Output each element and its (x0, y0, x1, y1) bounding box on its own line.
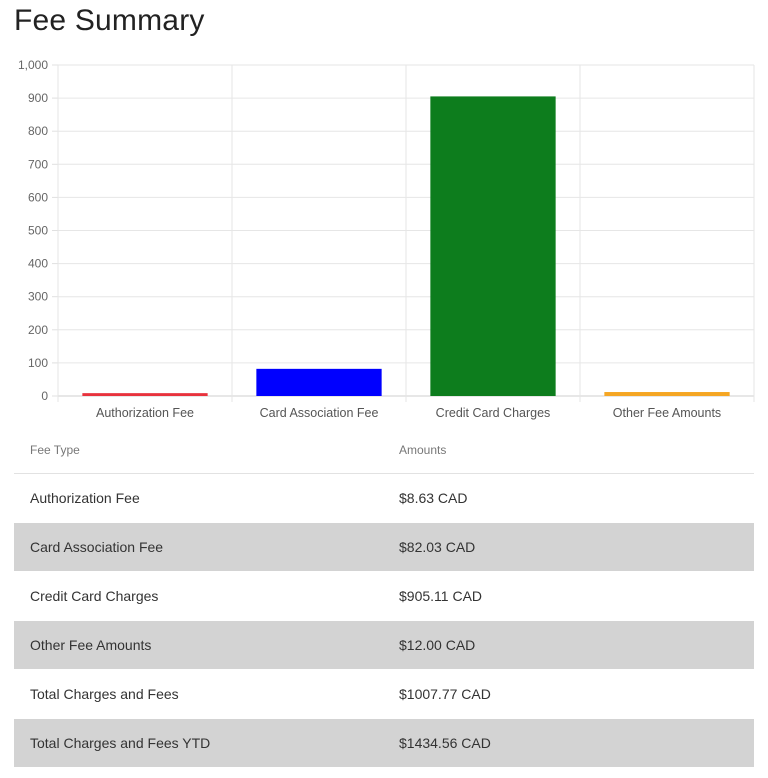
amount-cell: $82.03 CAD (399, 522, 754, 572)
fee-type-cell: Other Fee Amounts (14, 620, 399, 670)
fee-type-cell: Credit Card Charges (14, 571, 399, 621)
y-tick-label: 600 (28, 190, 48, 204)
table-row: Total Charges and Fees YTD $1434.56 CAD (14, 718, 754, 768)
bar-credit-card-charges (430, 96, 556, 397)
amount-cell: $1007.77 CAD (399, 669, 754, 719)
y-tick-label: 800 (28, 124, 48, 138)
fee-table: Fee Type Amounts Authorization Fee $8.63… (14, 426, 754, 768)
amount-cell: $1434.56 CAD (399, 718, 754, 768)
column-header-amounts: Amounts (399, 426, 754, 474)
bar-authorization-fee (82, 393, 208, 396)
y-tick-label: 200 (28, 323, 48, 337)
y-tick-label: 1,000 (18, 58, 48, 72)
column-header-fee-type: Fee Type (14, 426, 399, 474)
fee-bar-chart: 0 100 200 300 400 500 600 700 800 900 1,000 Authori… (18, 58, 755, 420)
table-row: Other Fee Amounts $12.00 CAD (14, 620, 754, 670)
fee-type-cell: Total Charges and Fees (14, 669, 399, 719)
y-tick-label: 400 (28, 257, 48, 271)
page-title: Fee Summary (14, 4, 205, 37)
amount-cell: $8.63 CAD (399, 473, 754, 523)
y-tick-label: 700 (28, 157, 48, 171)
amount-cell: $905.11 CAD (399, 571, 754, 621)
x-tick-label: Other Fee Amounts (613, 406, 721, 420)
fee-type-cell: Total Charges and Fees YTD (14, 718, 399, 768)
bar-other-fee-amounts (604, 392, 730, 396)
table-row: Authorization Fee $8.63 CAD (14, 473, 754, 523)
table-row: Card Association Fee $82.03 CAD (14, 522, 754, 572)
y-tick-label: 500 (28, 224, 48, 238)
y-tick-label: 0 (41, 389, 48, 403)
x-tick-label: Card Association Fee (260, 406, 379, 420)
x-tick-label: Authorization Fee (96, 406, 194, 420)
fee-type-cell: Card Association Fee (14, 522, 399, 572)
bar-card-association-fee (256, 368, 382, 396)
table-header-row: Fee Type Amounts (14, 426, 754, 474)
fee-type-cell: Authorization Fee (14, 473, 399, 523)
table-row: Credit Card Charges $905.11 CAD (14, 571, 754, 621)
y-tick-label: 100 (28, 356, 48, 370)
y-tick-label: 900 (28, 91, 48, 105)
y-tick-label: 300 (28, 290, 48, 304)
x-tick-label: Credit Card Charges (436, 406, 551, 420)
amount-cell: $12.00 CAD (399, 620, 754, 670)
table-row: Total Charges and Fees $1007.77 CAD (14, 669, 754, 719)
